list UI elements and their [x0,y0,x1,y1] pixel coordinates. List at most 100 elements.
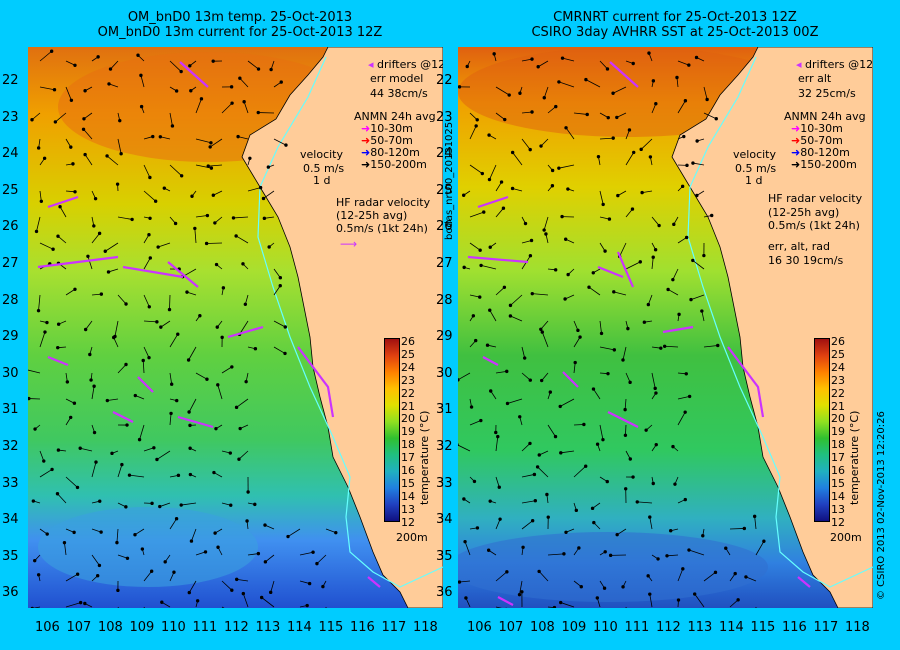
colorbar-tick: 24 [401,360,415,374]
right-anmn-legend: ➜10-30m ➜50-70m ➜80-120m ➜150-200m [791,123,857,171]
colorbar-tick: 18 [401,438,415,452]
lon-tick-label: 107 [498,620,524,635]
left-title-line1: OM_bnD0 13m temp. 25-Oct-2013 [127,10,353,25]
colorbar-tick: 26 [401,335,415,348]
colorbar-tick: 22 [831,386,845,400]
left-velocity-scale: 0.5 m/s [303,162,345,175]
colorbar-tick: 15 [831,476,845,490]
lon-tick-label: 109 [561,620,587,635]
colorbar-tick: 21 [831,399,845,413]
right-anmn-title: ANMN 24h avg [784,110,866,123]
anmn-legend-arrow-icon: ➜ [791,146,801,159]
left-current-vectors [28,49,338,608]
left-isobath [257,56,443,588]
lat-tick-label: 26 [2,219,19,235]
lon-tick-label: 110 [161,620,186,635]
colorbar-tick: 12 [831,515,845,529]
lon-tick-label: 107 [66,620,92,635]
lat-tick-label: 27 [2,256,19,271]
anmn-legend-label: 150-200m [370,158,427,171]
anmn-legend-label: 50-70m [370,134,413,147]
anmn-legend-arrow-icon: ➜ [791,134,801,147]
lon-tick-label: 118 [845,620,870,635]
colorbar-tick: 15 [401,476,415,490]
right-hf-title: HF radar velocity [768,192,863,205]
lat-tick-label: 31 [2,402,19,418]
left-drifter-tracks [37,61,381,588]
colorbar-tick: 17 [831,451,845,465]
right-drifters-label: ◂ drifters @12h [796,58,873,71]
lon-tick-label: 118 [413,620,438,635]
colorbar-tick: 23 [831,373,845,387]
colorbar-tick: 16 [831,464,845,477]
lon-tick-label: 112 [656,620,681,635]
lat-tick-label: 28 [2,292,19,308]
lat-tick-label: 34 [2,512,19,528]
lon-tick-label: 108 [98,620,123,635]
right-hf-avg: (12-25h avg) [768,206,840,219]
colorbar-tick: 18 [831,438,845,452]
left-anmn-title: ANMN 24h avg [354,110,436,123]
colorbar-tick: 14 [401,489,415,503]
right-err-rad-label: err, alt, rad [768,240,830,253]
colorbar-tick: 13 [831,502,845,516]
lon-tick-label: 117 [381,620,407,635]
lat-tick-label: 34 [436,512,453,528]
lat-tick-label: 36 [436,585,453,601]
anmn-legend-label: 10-30m [370,122,413,135]
colorbar-tick: 24 [831,360,845,374]
left-depth: 200m [396,531,428,544]
colorbar-tick: 19 [831,425,845,439]
colorbar-tick: 23 [401,373,415,387]
lon-tick-label: 113 [255,620,281,635]
left-err-label: err model [370,72,424,85]
lat-tick-label: 30 [2,365,19,381]
anmn-legend-label: 10-30m [800,122,843,135]
left-velocity-label: velocity [300,148,343,161]
lat-tick-label: 28 [436,292,453,308]
lat-tick-label: 24 [2,146,19,162]
lon-tick-label: 108 [530,620,555,635]
right-cool-patch [458,532,768,602]
anmn-legend-arrow-icon: ➜ [361,134,371,147]
colorbar-tick: 12 [401,515,415,529]
colorbar-tick: 17 [401,451,415,465]
colorbar-tick: 20 [401,412,415,426]
colorbar-tick: 14 [831,489,845,503]
lon-tick-label: 106 [35,620,60,635]
lat-tick-label: 25 [436,182,453,198]
lon-tick-label: 116 [350,620,375,635]
anmn-legend-arrow-icon: ➜ [361,158,371,171]
lon-tick-label: 113 [687,620,713,635]
right-colorbar-title: temperature (°C) [848,410,861,505]
lat-tick-label: 25 [2,182,19,198]
right-map-panel: ◂ drifters @12h err alt 32 25cm/s ANMN 2… [458,47,873,608]
left-colorbar-title: temperature (°C) [418,410,431,505]
lon-tick-label: 114 [287,620,312,635]
right-drifter-tracks [467,61,811,606]
lon-tick-label: 111 [624,620,650,635]
lat-tick-label: 31 [436,402,453,418]
right-map-svg [458,47,873,608]
right-current-vectors [458,51,766,608]
lat-tick-label: 23 [436,109,453,125]
right-isobath [687,56,873,588]
lon-tick-label: 115 [318,620,344,635]
left-anmn-legend: ➜10-30m ➜50-70m ➜80-120m ➜150-200m [361,123,427,171]
right-err-rad-values: 16 30 19cm/s [768,254,844,267]
colorbar-tick: 25 [401,347,415,361]
right-colorbar [814,338,830,522]
anmn-legend-label: 80-120m [800,146,850,159]
lat-tick-label: 32 [2,439,19,454]
anmn-legend-item: ➜10-30m [361,123,427,135]
colorbar-tick: 25 [831,347,845,361]
anmn-legend-arrow-icon: ➜ [791,158,801,171]
left-title: OM_bnD0 13m temp. 25-Oct-2013 OM_bnD0 13… [40,10,440,40]
anmn-legend-item: ➜150-200m [791,159,857,171]
lon-tick-label: 116 [782,620,807,635]
lat-tick-label: 29 [2,329,19,345]
right-velocity-time: 1 d [745,174,763,187]
colorbar-tick: 26 [831,335,845,348]
lon-tick-label: 111 [192,620,218,635]
lon-tick-label: 115 [750,620,776,635]
